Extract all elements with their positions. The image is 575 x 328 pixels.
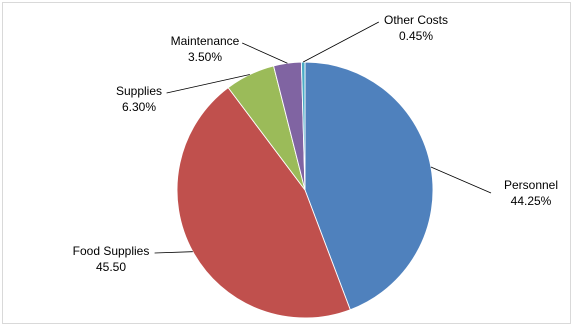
pie-chart: Personnel 44.25% Food Supplies 45.50 Supplie…: [73, 13, 558, 319]
data-label-category: Maintenance: [171, 34, 240, 48]
leader-line-supplies: [166, 74, 250, 94]
pie-slice-food-supplies: [176, 87, 351, 319]
pie-slice-other-costs: [300, 61, 306, 191]
leader-line-other-costs: [303, 21, 379, 63]
data-label-category: Food Supplies: [73, 244, 150, 258]
data-label-value: 44.25%: [511, 194, 552, 208]
chart-area: Personnel 44.25% Food Supplies 45.50 Supplie…: [2, 2, 571, 324]
pie-slices: [176, 61, 434, 319]
data-label-category: Personnel: [504, 178, 558, 192]
data-label-category: Other Costs: [384, 13, 448, 27]
leader-line-food-supplies: [154, 251, 193, 254]
data-label-value: 6.30%: [122, 100, 156, 114]
leader-line-maintenance: [242, 42, 288, 64]
data-label-value: 45.50: [96, 260, 126, 274]
leader-line-personnel: [430, 166, 492, 194]
data-labels: Personnel 44.25% Food Supplies 45.50 Supplie…: [73, 13, 558, 274]
leader-lines: [154, 21, 492, 254]
data-label-value: 0.45%: [399, 29, 433, 43]
data-label-value: 3.50%: [188, 50, 222, 64]
data-label-category: Supplies: [116, 84, 162, 98]
